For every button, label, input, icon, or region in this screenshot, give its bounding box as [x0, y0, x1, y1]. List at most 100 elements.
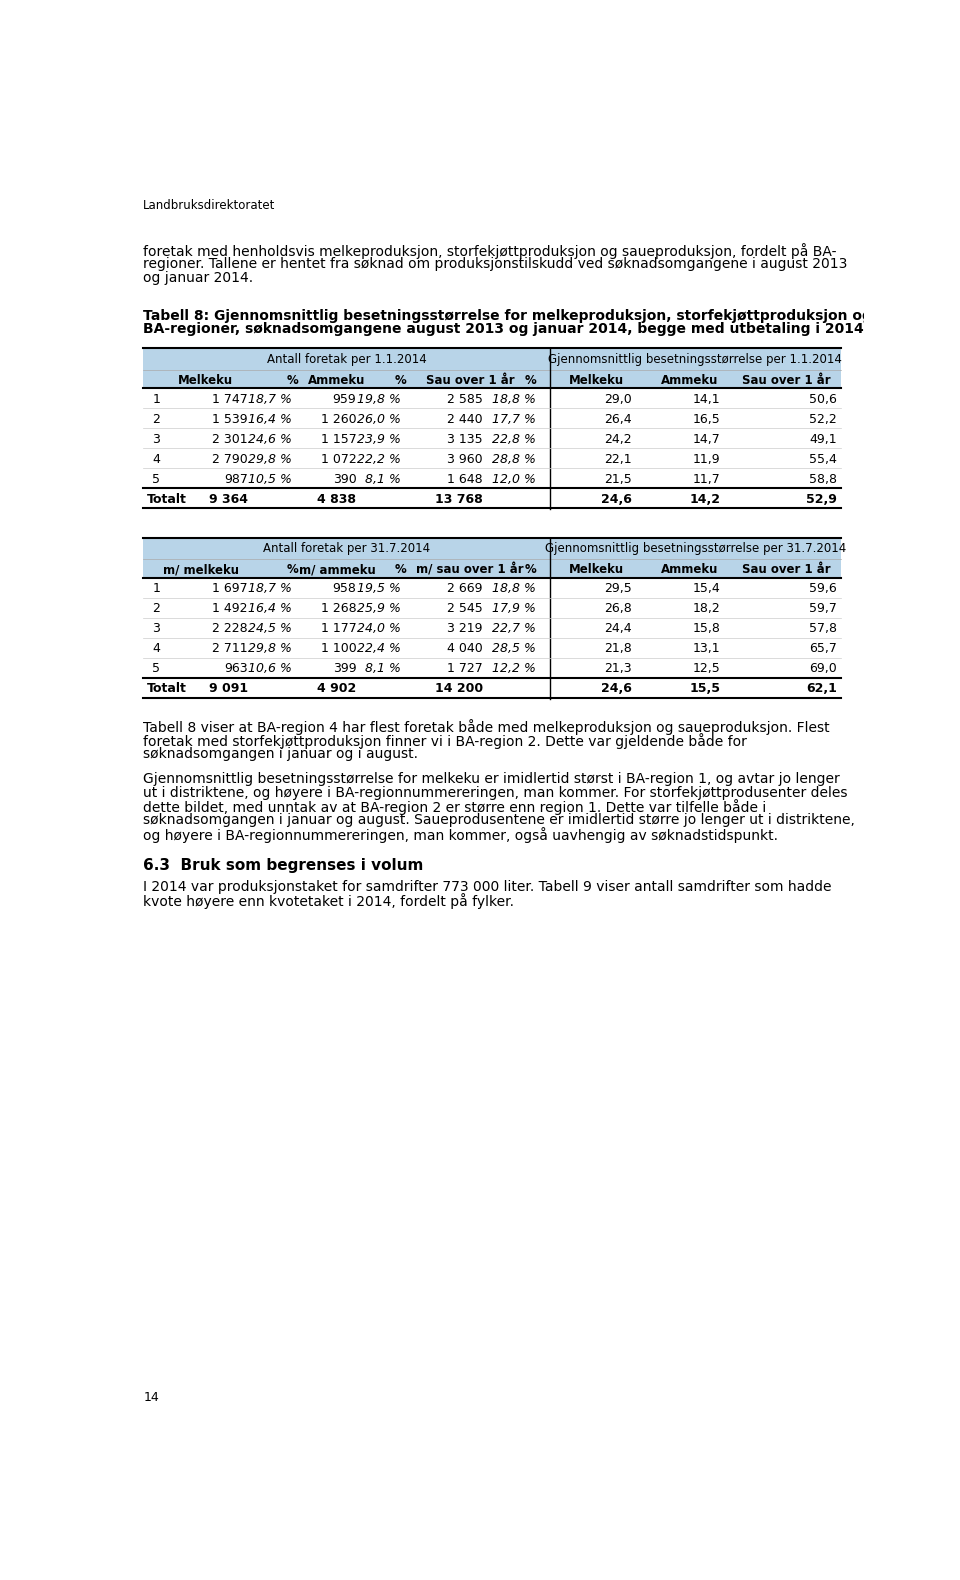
Text: 21,3: 21,3 [604, 662, 632, 675]
Text: 29,8 %: 29,8 % [249, 643, 292, 656]
Text: 15,5: 15,5 [689, 683, 721, 695]
Text: 22,8 %: 22,8 % [492, 433, 536, 446]
Text: 52,9: 52,9 [806, 493, 837, 506]
Text: 21,5: 21,5 [604, 472, 632, 487]
Text: 1 648: 1 648 [447, 472, 483, 487]
Text: 14,2: 14,2 [689, 493, 721, 506]
Text: 26,4: 26,4 [604, 412, 632, 427]
Text: Melkeku: Melkeku [569, 373, 624, 387]
Text: 57,8: 57,8 [809, 623, 837, 635]
Text: 4 040: 4 040 [447, 643, 483, 656]
Text: 12,5: 12,5 [693, 662, 721, 675]
Text: regioner. Tallene er hentet fra søknad om produksjonstilskudd ved søknadsomgange: regioner. Tallene er hentet fra søknad o… [143, 258, 848, 272]
Text: 2 301: 2 301 [212, 433, 248, 446]
Text: 26,8: 26,8 [604, 602, 632, 615]
Text: Antall foretak per 1.1.2014: Antall foretak per 1.1.2014 [267, 352, 426, 367]
Text: BA-regioner, søknadsomgangene august 2013 og januar 2014, begge med utbetaling i: BA-regioner, søknadsomgangene august 201… [143, 322, 864, 337]
Text: 4 902: 4 902 [317, 683, 356, 695]
Text: 24,0 %: 24,0 % [357, 623, 400, 635]
Text: og høyere i BA-regionnummereringen, man kommer, også uavhengig av søknadstidspun: og høyere i BA-regionnummereringen, man … [143, 828, 779, 844]
Text: 25,9 %: 25,9 % [357, 602, 400, 615]
Text: 69,0: 69,0 [809, 662, 837, 675]
Text: 3: 3 [153, 433, 160, 446]
Text: 2 585: 2 585 [446, 393, 483, 406]
Text: Melkeku: Melkeku [178, 373, 233, 387]
Text: 5: 5 [153, 662, 160, 675]
Text: 17,9 %: 17,9 % [492, 602, 536, 615]
Text: 18,7 %: 18,7 % [249, 393, 292, 406]
Text: 3 960: 3 960 [447, 453, 483, 466]
Text: 2: 2 [153, 602, 160, 615]
Text: 1 072: 1 072 [321, 453, 356, 466]
Text: 1 492: 1 492 [212, 602, 248, 615]
Text: 18,8 %: 18,8 % [492, 583, 536, 596]
Text: 22,1: 22,1 [604, 453, 632, 466]
Text: 14: 14 [143, 1390, 159, 1403]
Text: Ammeku: Ammeku [660, 562, 718, 577]
Text: %: % [525, 373, 537, 387]
Text: Gjennomsnittlig besetningsstørrelse per 1.1.2014: Gjennomsnittlig besetningsstørrelse per … [548, 352, 842, 367]
Text: 1 100: 1 100 [321, 643, 356, 656]
Text: 1 177: 1 177 [321, 623, 356, 635]
Text: 3 135: 3 135 [447, 433, 483, 446]
Text: 58,8: 58,8 [809, 472, 837, 487]
Text: Totalt: Totalt [147, 683, 187, 695]
Text: 2 790: 2 790 [212, 453, 248, 466]
Text: 2 711: 2 711 [212, 643, 248, 656]
Text: 1: 1 [153, 583, 160, 596]
Text: 1 697: 1 697 [212, 583, 248, 596]
Text: søknadsomgangen i januar og august. Saueprodusentene er imidlertid større jo len: søknadsomgangen i januar og august. Saue… [143, 814, 855, 828]
Bar [143, 559, 841, 578]
Text: 65,7: 65,7 [809, 643, 837, 656]
Text: 12,0 %: 12,0 % [492, 472, 536, 487]
Text: 2: 2 [153, 412, 160, 427]
Text: 49,1: 49,1 [809, 433, 837, 446]
Text: 55,4: 55,4 [809, 453, 837, 466]
Text: m/ ammeku: m/ ammeku [299, 562, 375, 577]
Text: 10,6 %: 10,6 % [249, 662, 292, 675]
Text: 2 545: 2 545 [447, 602, 483, 615]
Text: 29,8 %: 29,8 % [249, 453, 292, 466]
Text: 24,4: 24,4 [604, 623, 632, 635]
Text: 24,6 %: 24,6 % [249, 433, 292, 446]
Text: 14 200: 14 200 [435, 683, 483, 695]
Text: 18,2: 18,2 [693, 602, 721, 615]
Text: 24,6: 24,6 [601, 683, 632, 695]
Bar [143, 537, 841, 559]
Text: 59,6: 59,6 [809, 583, 837, 596]
Text: foretak med storfekjøttproduksjon finner vi i BA-region 2. Dette var gjeldende b: foretak med storfekjøttproduksjon finner… [143, 733, 747, 749]
Text: 23,9 %: 23,9 % [357, 433, 400, 446]
Text: Ammeku: Ammeku [308, 373, 366, 387]
Text: 5: 5 [153, 472, 160, 487]
Text: 390: 390 [332, 472, 356, 487]
Text: 24,6: 24,6 [601, 493, 632, 506]
Text: 3 219: 3 219 [447, 623, 483, 635]
Text: 14,7: 14,7 [693, 433, 721, 446]
Text: 1: 1 [153, 393, 160, 406]
Text: 29,0: 29,0 [604, 393, 632, 406]
Text: 958: 958 [332, 583, 356, 596]
Text: 16,4 %: 16,4 % [249, 412, 292, 427]
Text: I 2014 var produksjonstaket for samdrifter 773 000 liter. Tabell 9 viser antall : I 2014 var produksjonstaket for samdrift… [143, 880, 831, 894]
Text: søknadsomgangen i januar og i august.: søknadsomgangen i januar og i august. [143, 747, 419, 762]
Text: 18,7 %: 18,7 % [249, 583, 292, 596]
Text: 4: 4 [153, 643, 160, 656]
Text: 62,1: 62,1 [806, 683, 837, 695]
Text: 1 747: 1 747 [212, 393, 248, 406]
Text: 10,5 %: 10,5 % [249, 472, 292, 487]
Text: Totalt: Totalt [147, 493, 187, 506]
Text: Landbruksdirektoratet: Landbruksdirektoratet [143, 199, 276, 212]
Text: Gjennomsnittlig besetningsstørrelse for melkeku er imidlertid størst i BA-region: Gjennomsnittlig besetningsstørrelse for … [143, 771, 840, 785]
Text: Sau over 1 år: Sau over 1 år [742, 562, 830, 577]
Text: 15,8: 15,8 [693, 623, 721, 635]
Text: 9 091: 9 091 [208, 683, 248, 695]
Text: 1 268: 1 268 [321, 602, 356, 615]
Text: 987: 987 [224, 472, 248, 487]
Text: 11,9: 11,9 [693, 453, 721, 466]
Text: 16,5: 16,5 [693, 412, 721, 427]
Text: 399: 399 [333, 662, 356, 675]
Text: Sau over 1 år: Sau over 1 år [426, 373, 515, 387]
Text: 2 440: 2 440 [447, 412, 483, 427]
Bar [143, 370, 841, 389]
Text: 8,1 %: 8,1 % [365, 472, 400, 487]
